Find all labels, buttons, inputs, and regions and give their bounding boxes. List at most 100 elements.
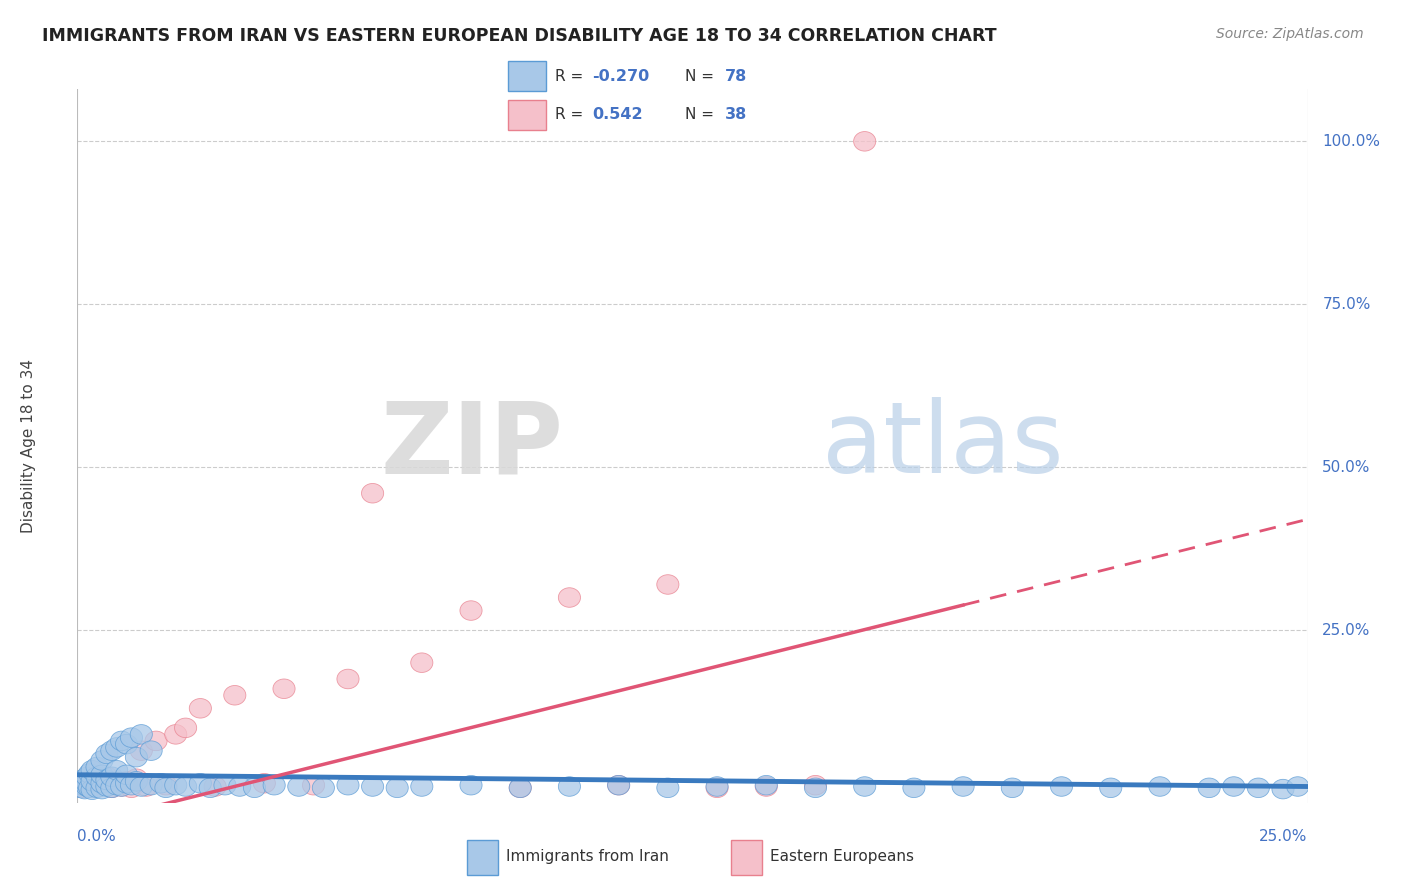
Text: 78: 78 bbox=[725, 69, 747, 84]
Ellipse shape bbox=[903, 778, 925, 797]
Ellipse shape bbox=[72, 772, 93, 791]
Ellipse shape bbox=[82, 772, 103, 791]
Ellipse shape bbox=[115, 773, 138, 793]
Ellipse shape bbox=[105, 738, 128, 757]
Ellipse shape bbox=[214, 775, 236, 795]
Ellipse shape bbox=[155, 778, 177, 797]
Ellipse shape bbox=[1272, 780, 1294, 799]
Ellipse shape bbox=[141, 741, 162, 761]
Ellipse shape bbox=[131, 741, 152, 761]
Ellipse shape bbox=[115, 734, 138, 754]
Ellipse shape bbox=[165, 724, 187, 744]
Text: 25.0%: 25.0% bbox=[1260, 829, 1308, 844]
Text: -0.270: -0.270 bbox=[592, 69, 650, 84]
Bar bbox=[509, 100, 546, 130]
Ellipse shape bbox=[73, 772, 96, 791]
Ellipse shape bbox=[288, 777, 309, 797]
Ellipse shape bbox=[135, 777, 157, 797]
Ellipse shape bbox=[853, 777, 876, 797]
Ellipse shape bbox=[121, 775, 142, 795]
Ellipse shape bbox=[200, 778, 221, 797]
Ellipse shape bbox=[76, 777, 98, 797]
Ellipse shape bbox=[755, 775, 778, 795]
Ellipse shape bbox=[657, 778, 679, 797]
Ellipse shape bbox=[115, 772, 138, 791]
Ellipse shape bbox=[76, 773, 98, 793]
Ellipse shape bbox=[105, 775, 128, 795]
Ellipse shape bbox=[115, 765, 138, 785]
Ellipse shape bbox=[174, 777, 197, 797]
Text: R =: R = bbox=[555, 107, 593, 122]
Ellipse shape bbox=[79, 778, 101, 797]
Ellipse shape bbox=[509, 778, 531, 797]
Text: IMMIGRANTS FROM IRAN VS EASTERN EUROPEAN DISABILITY AGE 18 TO 34 CORRELATION CHA: IMMIGRANTS FROM IRAN VS EASTERN EUROPEAN… bbox=[42, 27, 997, 45]
Ellipse shape bbox=[706, 777, 728, 797]
Ellipse shape bbox=[263, 775, 285, 795]
Ellipse shape bbox=[111, 731, 132, 751]
Ellipse shape bbox=[509, 778, 531, 797]
Ellipse shape bbox=[72, 778, 93, 797]
Ellipse shape bbox=[273, 679, 295, 698]
Ellipse shape bbox=[460, 775, 482, 795]
Ellipse shape bbox=[607, 775, 630, 795]
Ellipse shape bbox=[145, 731, 167, 751]
Ellipse shape bbox=[804, 775, 827, 795]
Ellipse shape bbox=[190, 698, 211, 718]
Ellipse shape bbox=[558, 588, 581, 607]
Ellipse shape bbox=[86, 770, 108, 789]
Ellipse shape bbox=[76, 773, 98, 793]
Ellipse shape bbox=[952, 777, 974, 797]
Ellipse shape bbox=[1247, 778, 1270, 797]
Ellipse shape bbox=[121, 728, 142, 747]
Ellipse shape bbox=[86, 757, 108, 777]
Ellipse shape bbox=[229, 777, 250, 797]
Ellipse shape bbox=[86, 767, 108, 787]
Ellipse shape bbox=[101, 778, 122, 797]
Ellipse shape bbox=[96, 744, 118, 764]
Ellipse shape bbox=[1099, 778, 1122, 797]
Ellipse shape bbox=[150, 773, 172, 793]
Ellipse shape bbox=[411, 777, 433, 797]
Ellipse shape bbox=[804, 778, 827, 797]
Ellipse shape bbox=[76, 767, 98, 787]
Ellipse shape bbox=[105, 761, 128, 780]
Ellipse shape bbox=[174, 718, 197, 738]
Ellipse shape bbox=[131, 724, 152, 744]
Text: 0.542: 0.542 bbox=[592, 107, 643, 122]
Ellipse shape bbox=[337, 775, 359, 795]
Text: 0.0%: 0.0% bbox=[77, 829, 117, 844]
Ellipse shape bbox=[86, 778, 108, 797]
Ellipse shape bbox=[82, 780, 103, 799]
Ellipse shape bbox=[302, 775, 325, 795]
Bar bbox=[731, 840, 762, 875]
Ellipse shape bbox=[755, 777, 778, 797]
Ellipse shape bbox=[460, 601, 482, 620]
Ellipse shape bbox=[111, 777, 132, 797]
Ellipse shape bbox=[73, 769, 96, 789]
Ellipse shape bbox=[105, 773, 128, 793]
Text: R =: R = bbox=[555, 69, 588, 84]
Text: Disability Age 18 to 34: Disability Age 18 to 34 bbox=[21, 359, 35, 533]
Ellipse shape bbox=[72, 775, 93, 795]
Ellipse shape bbox=[141, 775, 162, 795]
Ellipse shape bbox=[101, 778, 122, 797]
Ellipse shape bbox=[91, 765, 112, 785]
Ellipse shape bbox=[1286, 777, 1309, 797]
Ellipse shape bbox=[111, 777, 132, 797]
Ellipse shape bbox=[96, 777, 118, 797]
Ellipse shape bbox=[82, 777, 103, 797]
Text: Eastern Europeans: Eastern Europeans bbox=[770, 849, 914, 863]
Ellipse shape bbox=[101, 741, 122, 761]
Ellipse shape bbox=[224, 685, 246, 705]
Ellipse shape bbox=[91, 775, 112, 795]
Ellipse shape bbox=[125, 769, 148, 789]
Ellipse shape bbox=[706, 778, 728, 797]
Ellipse shape bbox=[657, 574, 679, 594]
Ellipse shape bbox=[1050, 777, 1073, 797]
Ellipse shape bbox=[73, 780, 96, 799]
Ellipse shape bbox=[1149, 777, 1171, 797]
Text: Immigrants from Iran: Immigrants from Iran bbox=[506, 849, 669, 863]
Text: ZIP: ZIP bbox=[381, 398, 564, 494]
Ellipse shape bbox=[165, 775, 187, 795]
Ellipse shape bbox=[243, 778, 266, 797]
